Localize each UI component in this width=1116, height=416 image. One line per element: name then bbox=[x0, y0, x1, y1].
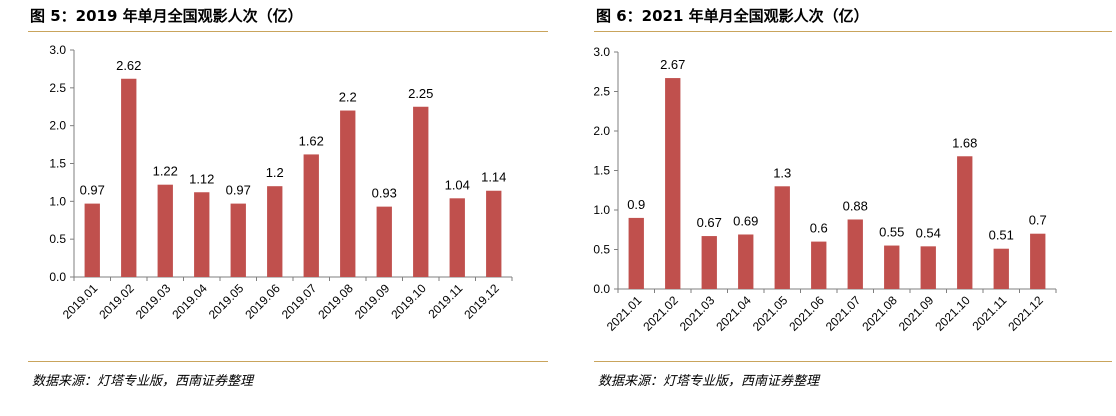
y-tick-label: 3.0 bbox=[593, 45, 610, 59]
bar bbox=[413, 106, 429, 277]
data-label: 0.6 bbox=[810, 221, 828, 236]
y-tick-label: 1.5 bbox=[593, 164, 610, 178]
bar bbox=[957, 156, 973, 289]
bar bbox=[884, 245, 900, 289]
figure-6-panel: 图 6：2021 年单月全国观影人次（亿） 0.0 0.5 1.0 1.5 2.0 2.5… bbox=[566, 0, 1116, 416]
bar bbox=[774, 186, 790, 289]
x-tick-label: 2019.09 bbox=[352, 281, 393, 322]
data-label: 0.97 bbox=[226, 183, 251, 198]
data-label: 2.67 bbox=[660, 57, 685, 72]
bar bbox=[738, 234, 754, 289]
data-label: 1.22 bbox=[153, 164, 178, 179]
data-label: 0.7 bbox=[1029, 213, 1047, 228]
x-tick-label: 2021.06 bbox=[786, 293, 827, 334]
data-label: 1.12 bbox=[189, 171, 214, 186]
data-label: 1.14 bbox=[481, 170, 506, 185]
x-tick-label: 2021.02 bbox=[640, 293, 681, 334]
y-tick-label: 1.5 bbox=[49, 157, 66, 171]
bar bbox=[811, 241, 827, 289]
top-divider bbox=[28, 31, 548, 32]
bar bbox=[920, 246, 936, 289]
bar bbox=[486, 190, 502, 277]
figure-5-panel: 图 5：2019 年单月全国观影人次（亿） 0.0 0.5 1.0 1.5 2.0 2.5… bbox=[0, 0, 552, 416]
x-tick-label: 2021.07 bbox=[823, 293, 864, 334]
source-note: 数据来源：灯塔专业版，西南证券整理 bbox=[32, 374, 254, 389]
bar-chart-2019: 0.0 0.5 1.0 1.5 2.0 2.5 3.0 0.97 2019.01 2.62 2019… bbox=[49, 43, 513, 322]
bar bbox=[267, 186, 283, 277]
data-label: 1.3 bbox=[773, 165, 791, 180]
data-label: 0.51 bbox=[989, 228, 1014, 243]
bar bbox=[449, 198, 465, 277]
x-tick-label: 2019.03 bbox=[133, 281, 174, 322]
y-tick-label: 0.5 bbox=[49, 232, 66, 246]
data-label: 0.9 bbox=[627, 197, 645, 212]
bottom-divider bbox=[594, 361, 1112, 362]
bar bbox=[847, 219, 863, 289]
x-tick-label: 2021.11 bbox=[969, 293, 1009, 333]
x-tick-label: 2021.12 bbox=[1005, 293, 1046, 334]
x-tick-label: 2021.08 bbox=[859, 293, 900, 334]
y-tick-label: 3.0 bbox=[49, 43, 66, 57]
data-label: 2.62 bbox=[116, 58, 141, 73]
y-tick-label: 0.0 bbox=[49, 270, 66, 284]
bar bbox=[993, 248, 1009, 289]
bar bbox=[1030, 233, 1046, 289]
data-label: 2.25 bbox=[408, 86, 433, 101]
y-tick-label: 0.0 bbox=[593, 282, 610, 296]
y-tick-label: 2.5 bbox=[593, 85, 610, 99]
x-tick-label: 2019.11 bbox=[425, 281, 465, 321]
data-label: 1.62 bbox=[299, 133, 324, 148]
x-tick-label: 2021.01 bbox=[604, 293, 645, 334]
bar bbox=[701, 236, 717, 289]
bar bbox=[157, 184, 173, 277]
data-label: 1.04 bbox=[445, 177, 470, 192]
x-tick-label: 2019.01 bbox=[60, 281, 101, 322]
x-tick-label: 2021.09 bbox=[896, 293, 937, 334]
bar bbox=[340, 110, 356, 278]
bar-chart-2021: 0.0 0.5 1.0 1.5 2.0 2.5 3.0 0.9 2021.01 2.67 2021.… bbox=[593, 45, 1057, 334]
data-label: 0.67 bbox=[697, 215, 722, 230]
bar bbox=[665, 78, 681, 289]
bar bbox=[121, 78, 137, 278]
y-tick-label: 2.0 bbox=[49, 119, 66, 133]
bar bbox=[84, 203, 100, 277]
data-label: 0.69 bbox=[733, 213, 758, 228]
bar bbox=[230, 203, 246, 277]
x-tick-label: 2021.05 bbox=[750, 293, 791, 334]
x-tick-label: 2019.04 bbox=[169, 281, 210, 322]
figure-title: 图 6：2021 年单月全国观影人次（亿） bbox=[596, 7, 869, 25]
x-tick-label: 2019.08 bbox=[315, 281, 356, 322]
source-note: 数据来源：灯塔专业版，西南证券整理 bbox=[598, 374, 820, 389]
data-label: 1.2 bbox=[266, 165, 284, 180]
y-tick-label: 2.5 bbox=[49, 81, 66, 95]
x-tick-label: 2019.12 bbox=[461, 281, 502, 322]
y-tick-label: 2.0 bbox=[593, 124, 610, 138]
data-label: 0.93 bbox=[372, 186, 397, 201]
data-label: 2.2 bbox=[339, 90, 357, 105]
y-tick-label: 0.5 bbox=[593, 243, 610, 257]
bar bbox=[376, 206, 392, 277]
bottom-divider bbox=[28, 361, 548, 362]
y-tick-label: 1.0 bbox=[49, 194, 66, 208]
x-tick-label: 2021.10 bbox=[932, 293, 973, 334]
data-label: 1.68 bbox=[952, 135, 977, 150]
x-tick-label: 2019.06 bbox=[242, 281, 283, 322]
bar bbox=[194, 192, 210, 277]
x-tick-label: 2021.03 bbox=[677, 293, 718, 334]
x-tick-label: 2021.04 bbox=[713, 293, 754, 334]
y-tick-label: 1.0 bbox=[593, 203, 610, 217]
figure-title: 图 5：2019 年单月全国观影人次（亿） bbox=[30, 7, 303, 25]
data-label: 0.88 bbox=[843, 198, 868, 213]
data-label: 0.97 bbox=[80, 183, 105, 198]
top-divider bbox=[594, 31, 1112, 32]
x-tick-label: 2019.10 bbox=[388, 281, 429, 322]
x-tick-label: 2019.07 bbox=[279, 281, 320, 322]
bar bbox=[628, 217, 644, 289]
bar bbox=[303, 154, 319, 277]
x-tick-label: 2019.05 bbox=[206, 281, 247, 322]
data-label: 0.54 bbox=[916, 225, 941, 240]
x-tick-label: 2019.02 bbox=[96, 281, 137, 322]
data-label: 0.55 bbox=[879, 225, 904, 240]
